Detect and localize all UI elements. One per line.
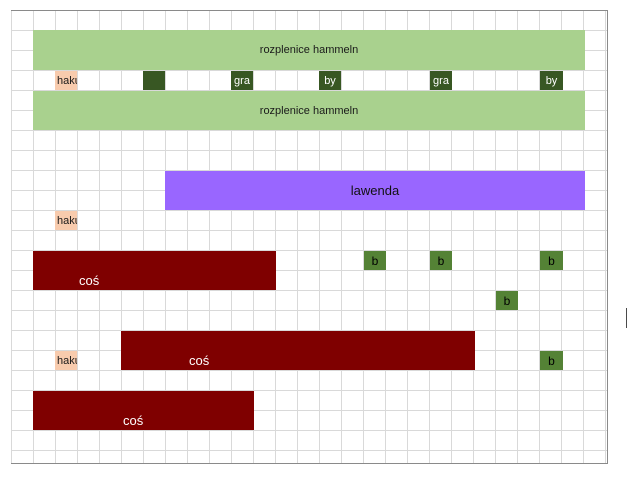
hakuro-cell-2-label: hakuro (57, 214, 77, 227)
green-band-top-label: rozplenice hammeln (259, 44, 359, 56)
gra-cell-1-label: gra (234, 74, 250, 87)
hakuro-cell-1-label: hakuro (57, 74, 77, 87)
b-cell-1-label: b (371, 253, 379, 268)
by-cell-2[interactable]: by (540, 71, 563, 90)
green-band-bottom[interactable]: rozplenice hammeln (33, 91, 585, 130)
spreadsheet-grid[interactable] (11, 10, 608, 464)
cos-bar-2-label: coś (189, 353, 210, 368)
hakuro-cell-1[interactable]: hakuro (55, 71, 77, 90)
gra-cell-1[interactable]: gra (231, 71, 253, 90)
hakuro-cell-3[interactable]: hakuro (55, 351, 77, 370)
green-band-top[interactable]: rozplenice hammeln (33, 30, 585, 70)
b-cell-4[interactable]: b (496, 291, 518, 310)
scroll-edge-marker (626, 308, 629, 328)
lavender-bar-label: lawenda (350, 183, 400, 198)
gra-cell-2-label: gra (433, 74, 449, 87)
b-cell-2-label: b (437, 253, 445, 268)
gra-cell-2[interactable]: gra (430, 71, 452, 90)
sheet-top-border (11, 10, 608, 11)
green-band-bottom-label: rozplenice hammeln (259, 104, 359, 117)
by-cell-2-label: by (545, 74, 558, 87)
cos-bar-1[interactable]: coś (33, 251, 276, 290)
cos-bar-3[interactable]: coś (33, 391, 254, 430)
cos-bar-2[interactable]: coś (121, 331, 475, 370)
lavender-bar[interactable]: lawenda (165, 171, 585, 210)
cos-bar-3-label: coś (123, 413, 144, 428)
b-cell-5-label: b (548, 353, 555, 368)
by-cell-1-label: by (324, 74, 336, 87)
by-cell-1[interactable]: by (319, 71, 341, 90)
b-cell-3-label: b (548, 253, 555, 268)
b-cell-4-label: b (503, 293, 511, 308)
hakuro-cell-2[interactable]: hakuro (55, 211, 77, 230)
dark-green-cell[interactable] (143, 71, 165, 90)
b-cell-3[interactable]: b (540, 251, 563, 270)
b-cell-2[interactable]: b (430, 251, 452, 270)
hakuro-cell-3-label: hakuro (57, 354, 77, 367)
b-cell-5[interactable]: b (540, 351, 563, 370)
cos-bar-1-label: coś (79, 273, 100, 288)
b-cell-1[interactable]: b (364, 251, 386, 270)
